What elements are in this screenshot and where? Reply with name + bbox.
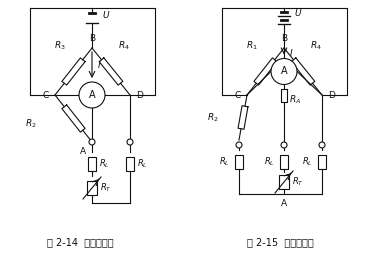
Text: $R_L$: $R_L$ (99, 158, 110, 170)
Text: $U$: $U$ (294, 8, 302, 19)
Text: $R_A$: $R_A$ (289, 93, 301, 106)
Bar (280, 155, 288, 169)
Text: $I$: $I$ (97, 59, 101, 71)
Text: $R_3$: $R_3$ (54, 40, 66, 52)
Text: C: C (235, 90, 241, 100)
Circle shape (271, 58, 297, 85)
Text: A: A (281, 67, 287, 76)
Text: $R_4$: $R_4$ (310, 40, 322, 52)
Text: B: B (281, 34, 287, 43)
Text: $R_L$: $R_L$ (219, 156, 230, 168)
Circle shape (281, 142, 287, 148)
Circle shape (236, 142, 242, 148)
Bar (126, 157, 134, 171)
Text: C: C (43, 90, 49, 100)
Text: $R_L$: $R_L$ (302, 156, 313, 168)
Circle shape (79, 82, 105, 108)
Text: A: A (281, 199, 287, 208)
Bar (235, 155, 243, 169)
Text: $I$: $I$ (289, 47, 293, 58)
Bar (88, 157, 96, 171)
Bar (318, 155, 326, 169)
Text: $R_L$: $R_L$ (137, 158, 148, 170)
Text: A: A (80, 147, 86, 156)
Text: D: D (328, 90, 335, 100)
Text: $R_1$: $R_1$ (246, 40, 258, 52)
Text: $R_L$: $R_L$ (264, 156, 275, 168)
Text: $R_T$: $R_T$ (100, 182, 112, 194)
Text: 图 2-14  二线制接法: 图 2-14 二线制接法 (47, 237, 113, 247)
Circle shape (89, 139, 95, 145)
Text: $U$: $U$ (102, 9, 110, 21)
Text: 图 2-15  三线制接法: 图 2-15 三线制接法 (247, 237, 313, 247)
Text: $R_4$: $R_4$ (118, 40, 130, 52)
Bar (279, 175, 289, 189)
Text: $R_2$: $R_2$ (207, 111, 219, 124)
Circle shape (319, 142, 325, 148)
Bar (87, 181, 97, 195)
Text: A: A (89, 90, 95, 100)
Text: D: D (136, 90, 143, 100)
Circle shape (127, 139, 133, 145)
Text: $R_2$: $R_2$ (25, 117, 37, 130)
Text: $R_T$: $R_T$ (292, 176, 304, 188)
Text: B: B (89, 34, 95, 43)
